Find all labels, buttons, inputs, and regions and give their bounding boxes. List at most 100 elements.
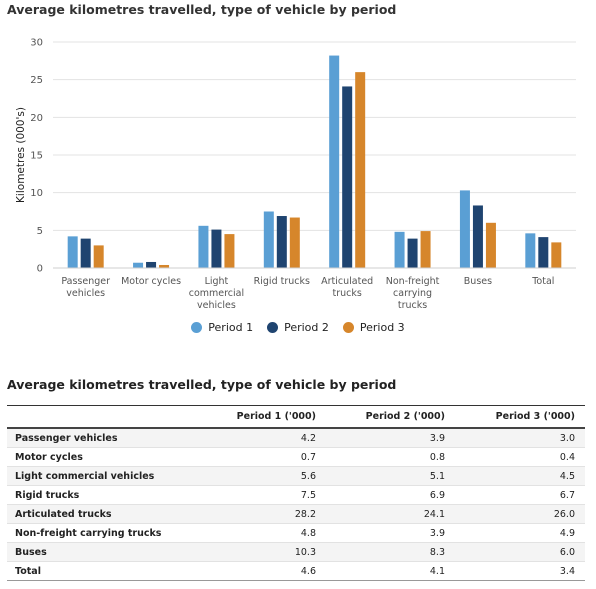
table-row: Non-freight carrying trucks 4.8 3.9 4.9 — [7, 523, 585, 543]
bar-period-2 — [342, 86, 353, 269]
bar-period-1 — [459, 190, 470, 268]
bar-period-3 — [93, 245, 104, 268]
x-tick-label: trucks — [333, 288, 362, 299]
x-tick-label: Rigid trucks — [254, 276, 310, 287]
table-row: Total 4.6 4.1 3.4 — [7, 561, 585, 581]
y-tick-label: 10 — [30, 188, 43, 199]
bar-period-2 — [538, 237, 549, 268]
bar-period-1 — [198, 225, 209, 268]
table-cell: 3.9 — [326, 523, 455, 543]
table-row: Light commercial vehicles 5.6 5.1 4.5 — [7, 466, 585, 486]
table-header-cell — [7, 405, 197, 429]
table-cell: 4.1 — [326, 561, 455, 581]
table-cell: 28.2 — [197, 504, 326, 524]
legend-item-period-1[interactable]: Period 1 — [191, 321, 253, 334]
row-label: Motor cycles — [7, 447, 197, 467]
x-tick-label: carrying — [393, 288, 432, 299]
bar-period-1 — [329, 55, 340, 269]
table-cell: 5.1 — [326, 466, 455, 486]
y-axis-label: Kilometres (000's) — [15, 107, 27, 203]
table-cell: 0.7 — [197, 447, 326, 467]
bar-period-2 — [407, 238, 418, 268]
row-label: Buses — [7, 542, 197, 562]
table-cell: 6.7 — [455, 485, 585, 505]
table-cell: 4.8 — [197, 523, 326, 543]
legend-marker-period-1 — [191, 322, 203, 333]
y-tick-label: 25 — [30, 75, 43, 86]
bar-period-3 — [551, 242, 562, 268]
x-tick-label: Light — [205, 276, 229, 287]
row-label: Rigid trucks — [7, 485, 197, 505]
table-cell: 10.3 — [197, 542, 326, 562]
x-tick-label: Total — [531, 276, 554, 287]
bar-period-1 — [67, 236, 78, 268]
x-tick-label: Articulated — [321, 276, 373, 287]
table-header-cell: Period 1 ('000) — [197, 405, 326, 429]
legend-item-period-3[interactable]: Period 3 — [342, 321, 405, 334]
table-cell: 3.4 — [455, 561, 585, 581]
bar-period-2 — [472, 205, 483, 268]
table-cell: 8.3 — [326, 542, 455, 562]
x-tick-label: Non-freight — [386, 276, 440, 287]
table-cell: 3.0 — [455, 428, 585, 448]
table-header-row: Period 1 ('000) Period 2 ('000) Period 3… — [7, 405, 585, 429]
bar-period-1 — [394, 231, 405, 268]
table-title: Average kilometres travelled, type of ve… — [7, 377, 397, 392]
legend-label: Period 3 — [359, 321, 405, 334]
row-label: Passenger vehicles — [7, 428, 197, 448]
legend-item-period-2[interactable]: Period 2 — [267, 321, 329, 334]
table-header-cell: Period 3 ('000) — [455, 405, 585, 429]
bar-period-1 — [133, 262, 144, 268]
y-tick-label: 0 — [37, 264, 43, 275]
x-tick-label: Buses — [464, 276, 492, 287]
x-tick-label: commercial — [189, 288, 244, 299]
row-label: Non-freight carrying trucks — [7, 523, 197, 543]
row-label: Light commercial vehicles — [7, 466, 197, 486]
chart-title: Average kilometres travelled, type of ve… — [7, 2, 397, 17]
table-cell: 26.0 — [455, 504, 585, 524]
bar-period-3 — [224, 234, 235, 268]
bar-period-3 — [159, 264, 170, 268]
bar-period-3 — [485, 222, 496, 268]
bar-period-3 — [420, 231, 431, 268]
table-cell: 0.8 — [326, 447, 455, 467]
x-tick-label: Passenger — [61, 276, 110, 287]
x-tick-label: trucks — [398, 300, 427, 311]
table-cell: 24.1 — [326, 504, 455, 524]
table-cell: 4.2 — [197, 428, 326, 448]
bar-period-1 — [525, 233, 536, 268]
x-tick-label: vehicles — [197, 300, 236, 311]
table-header-cell: Period 2 ('000) — [326, 405, 455, 429]
x-tick-label: Motor cycles — [121, 276, 181, 287]
bar-period-2 — [80, 238, 91, 268]
table-row: Buses 10.3 8.3 6.0 — [7, 542, 585, 562]
legend-marker-period-2 — [267, 322, 279, 333]
table-cell: 4.5 — [455, 466, 585, 486]
y-tick-label: 5 — [37, 226, 43, 237]
table-cell: 3.9 — [326, 428, 455, 448]
bar-period-3 — [289, 217, 300, 268]
legend-marker-period-3 — [342, 322, 354, 333]
table-cell: 6.0 — [455, 542, 585, 562]
table-row: Rigid trucks 7.5 6.9 6.7 — [7, 485, 585, 505]
table-row: Motor cycles 0.7 0.8 0.4 — [7, 447, 585, 467]
table-cell: 4.9 — [455, 523, 585, 543]
bar-period-3 — [355, 72, 366, 268]
table-cell: 5.6 — [197, 466, 326, 486]
table-cell: 0.4 — [455, 447, 585, 467]
row-label: Articulated trucks — [7, 504, 197, 524]
bar-period-2 — [276, 216, 287, 268]
x-tick-label: vehicles — [66, 288, 105, 299]
table-row: Articulated trucks 28.2 24.1 26.0 — [7, 504, 585, 524]
y-tick-label: 15 — [30, 151, 43, 162]
legend-label: Period 2 — [284, 321, 329, 334]
table-cell: 4.6 — [197, 561, 326, 581]
table-cell: 7.5 — [197, 485, 326, 505]
data-table: Period 1 ('000) Period 2 ('000) Period 3… — [7, 405, 585, 581]
table-cell: 6.9 — [326, 485, 455, 505]
y-tick-label: 20 — [30, 113, 43, 124]
table-row: Passenger vehicles 4.2 3.9 3.0 — [7, 428, 585, 448]
row-label: Total — [7, 561, 197, 581]
y-tick-label: 30 — [30, 38, 43, 49]
